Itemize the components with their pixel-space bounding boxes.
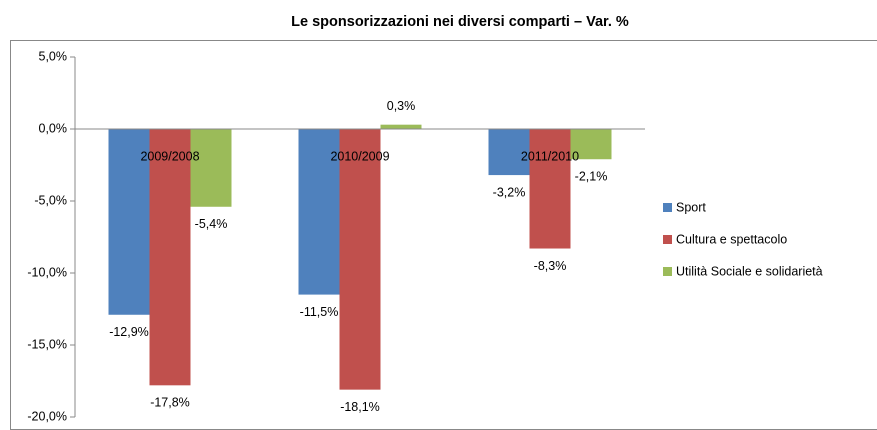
y-tick-label: -5,0%: [34, 193, 67, 207]
x-tick-label: 2009/2008: [140, 149, 199, 163]
x-tick-label: 2011/2010: [521, 149, 579, 163]
bar: [488, 129, 530, 176]
value-label: -2,1%: [575, 170, 608, 184]
bar: [380, 124, 422, 129]
bar: [149, 129, 191, 386]
value-label: -11,5%: [300, 305, 339, 319]
value-label: -3,2%: [493, 185, 526, 199]
y-tick-label: 0,0%: [39, 121, 68, 135]
y-tick-label: -20,0%: [27, 409, 67, 423]
bar: [570, 129, 612, 160]
bar: [529, 129, 571, 249]
value-label: -17,8%: [150, 396, 190, 410]
bar: [190, 129, 232, 207]
legend-label: Sport: [676, 200, 706, 214]
value-label: -8,3%: [534, 259, 567, 273]
legend-label: Utilità Sociale e solidarietà: [676, 264, 823, 278]
legend-label: Cultura e spettacolo: [676, 232, 787, 246]
value-label: -18,1%: [340, 400, 380, 414]
legend-swatch: [663, 235, 672, 244]
bar: [108, 129, 150, 315]
bar: [339, 129, 381, 390]
bar: [298, 129, 340, 295]
legend-swatch: [663, 267, 672, 276]
value-label: -5,4%: [195, 217, 228, 231]
chart-title: Le sponsorizzazioni nei diversi comparti…: [291, 14, 629, 30]
y-tick-label: -10,0%: [27, 265, 67, 279]
x-tick-label: 2010/2009: [330, 149, 389, 163]
legend-swatch: [663, 203, 672, 212]
y-tick-label: -15,0%: [27, 337, 67, 351]
y-tick-label: 5,0%: [39, 49, 68, 63]
value-label: 0,3%: [387, 99, 416, 113]
value-label: -12,9%: [109, 325, 149, 339]
